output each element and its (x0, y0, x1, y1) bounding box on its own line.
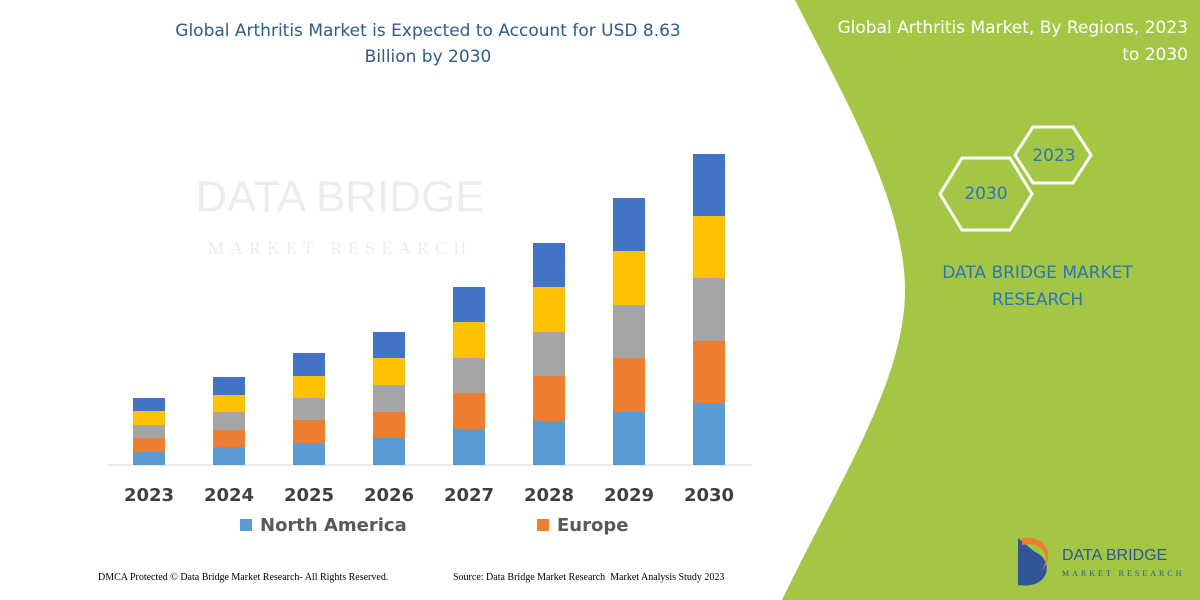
bar-segment (533, 421, 565, 465)
bar-segment (213, 395, 245, 412)
side-brand: DATA BRIDGE MARKET RESEARCH (942, 263, 1133, 310)
bar-segment (693, 216, 725, 278)
bar-segment (293, 420, 325, 443)
hexagon (938, 156, 1034, 232)
bar-segment (533, 332, 565, 376)
bar-segment (613, 358, 645, 412)
logo-name: DATA BRIDGE (1062, 547, 1167, 564)
bar-segment (533, 243, 565, 287)
watermark: DATA BRIDGE (195, 173, 484, 222)
bar-segment (453, 429, 485, 465)
bar-segment (453, 322, 485, 358)
bar-segment (133, 438, 165, 452)
bar-segment (693, 154, 725, 216)
bar-segment (453, 358, 485, 393)
legend-swatch (240, 519, 252, 531)
bar-segment (453, 393, 485, 429)
x-tick-label: 2026 (364, 485, 414, 506)
x-tick-label: 2027 (444, 485, 494, 506)
x-tick-label: 2028 (524, 485, 574, 506)
hexagon-year: 2023 (1032, 146, 1075, 166)
bar-segment (613, 251, 645, 305)
bar-segment (693, 278, 725, 341)
x-tick-label: 2029 (604, 485, 654, 506)
bar-segment (293, 376, 325, 398)
bar-segment (133, 398, 165, 411)
bar-segment (373, 438, 405, 465)
logo-icon (1022, 537, 1049, 572)
side-panel-bg (782, 0, 1200, 600)
bar-segment (533, 287, 565, 332)
bar-segment (213, 430, 245, 447)
bar-segment (613, 412, 645, 465)
x-tick-label: 2023 (124, 485, 174, 506)
logo-tagline: MARKET RESEARCH (1062, 569, 1184, 578)
bar-segment (133, 452, 165, 465)
watermark: MARKET RESEARCH (208, 238, 472, 258)
bar-segment (293, 443, 325, 465)
bar-segment (693, 341, 725, 403)
bar-segment (293, 353, 325, 376)
bar-segment (213, 377, 245, 395)
bar-segment (213, 412, 245, 430)
bar-segment (213, 447, 245, 465)
legend-swatch (537, 519, 549, 531)
bar-segment (373, 412, 405, 438)
bar-segment (613, 305, 645, 358)
bar-segment (693, 403, 725, 465)
legend-label: Europe (557, 515, 628, 536)
footer-source: Source: Data Bridge Market Research Mark… (453, 572, 725, 583)
side-title: Global Arthritis Market, By Regions, 202… (837, 18, 1188, 65)
bar-segment (613, 198, 645, 251)
hexagon (1013, 125, 1093, 185)
bar-segment (373, 358, 405, 385)
bar-segment (533, 376, 565, 421)
bar-segment (453, 287, 485, 322)
chart: 2023 2024 2025 2026 2027 2028 2029 2030 North Am… (108, 154, 752, 536)
bar-segment (293, 398, 325, 420)
bar-segment (373, 332, 405, 358)
logo-icon (1018, 538, 1047, 586)
hexagon-year: 2030 (964, 184, 1007, 204)
x-tick-label: 2025 (284, 485, 334, 506)
chart-title: Global Arthritis Market is Expected to A… (175, 21, 681, 67)
bar-segment (133, 411, 165, 425)
legend-label: North America (260, 515, 407, 536)
bar-segment (133, 425, 165, 438)
footer-copyright: DMCA Protected © Data Bridge Market Rese… (98, 572, 389, 583)
x-tick-label: 2024 (204, 485, 254, 506)
x-tick-label: 2030 (684, 485, 734, 506)
bar-segment (373, 385, 405, 412)
